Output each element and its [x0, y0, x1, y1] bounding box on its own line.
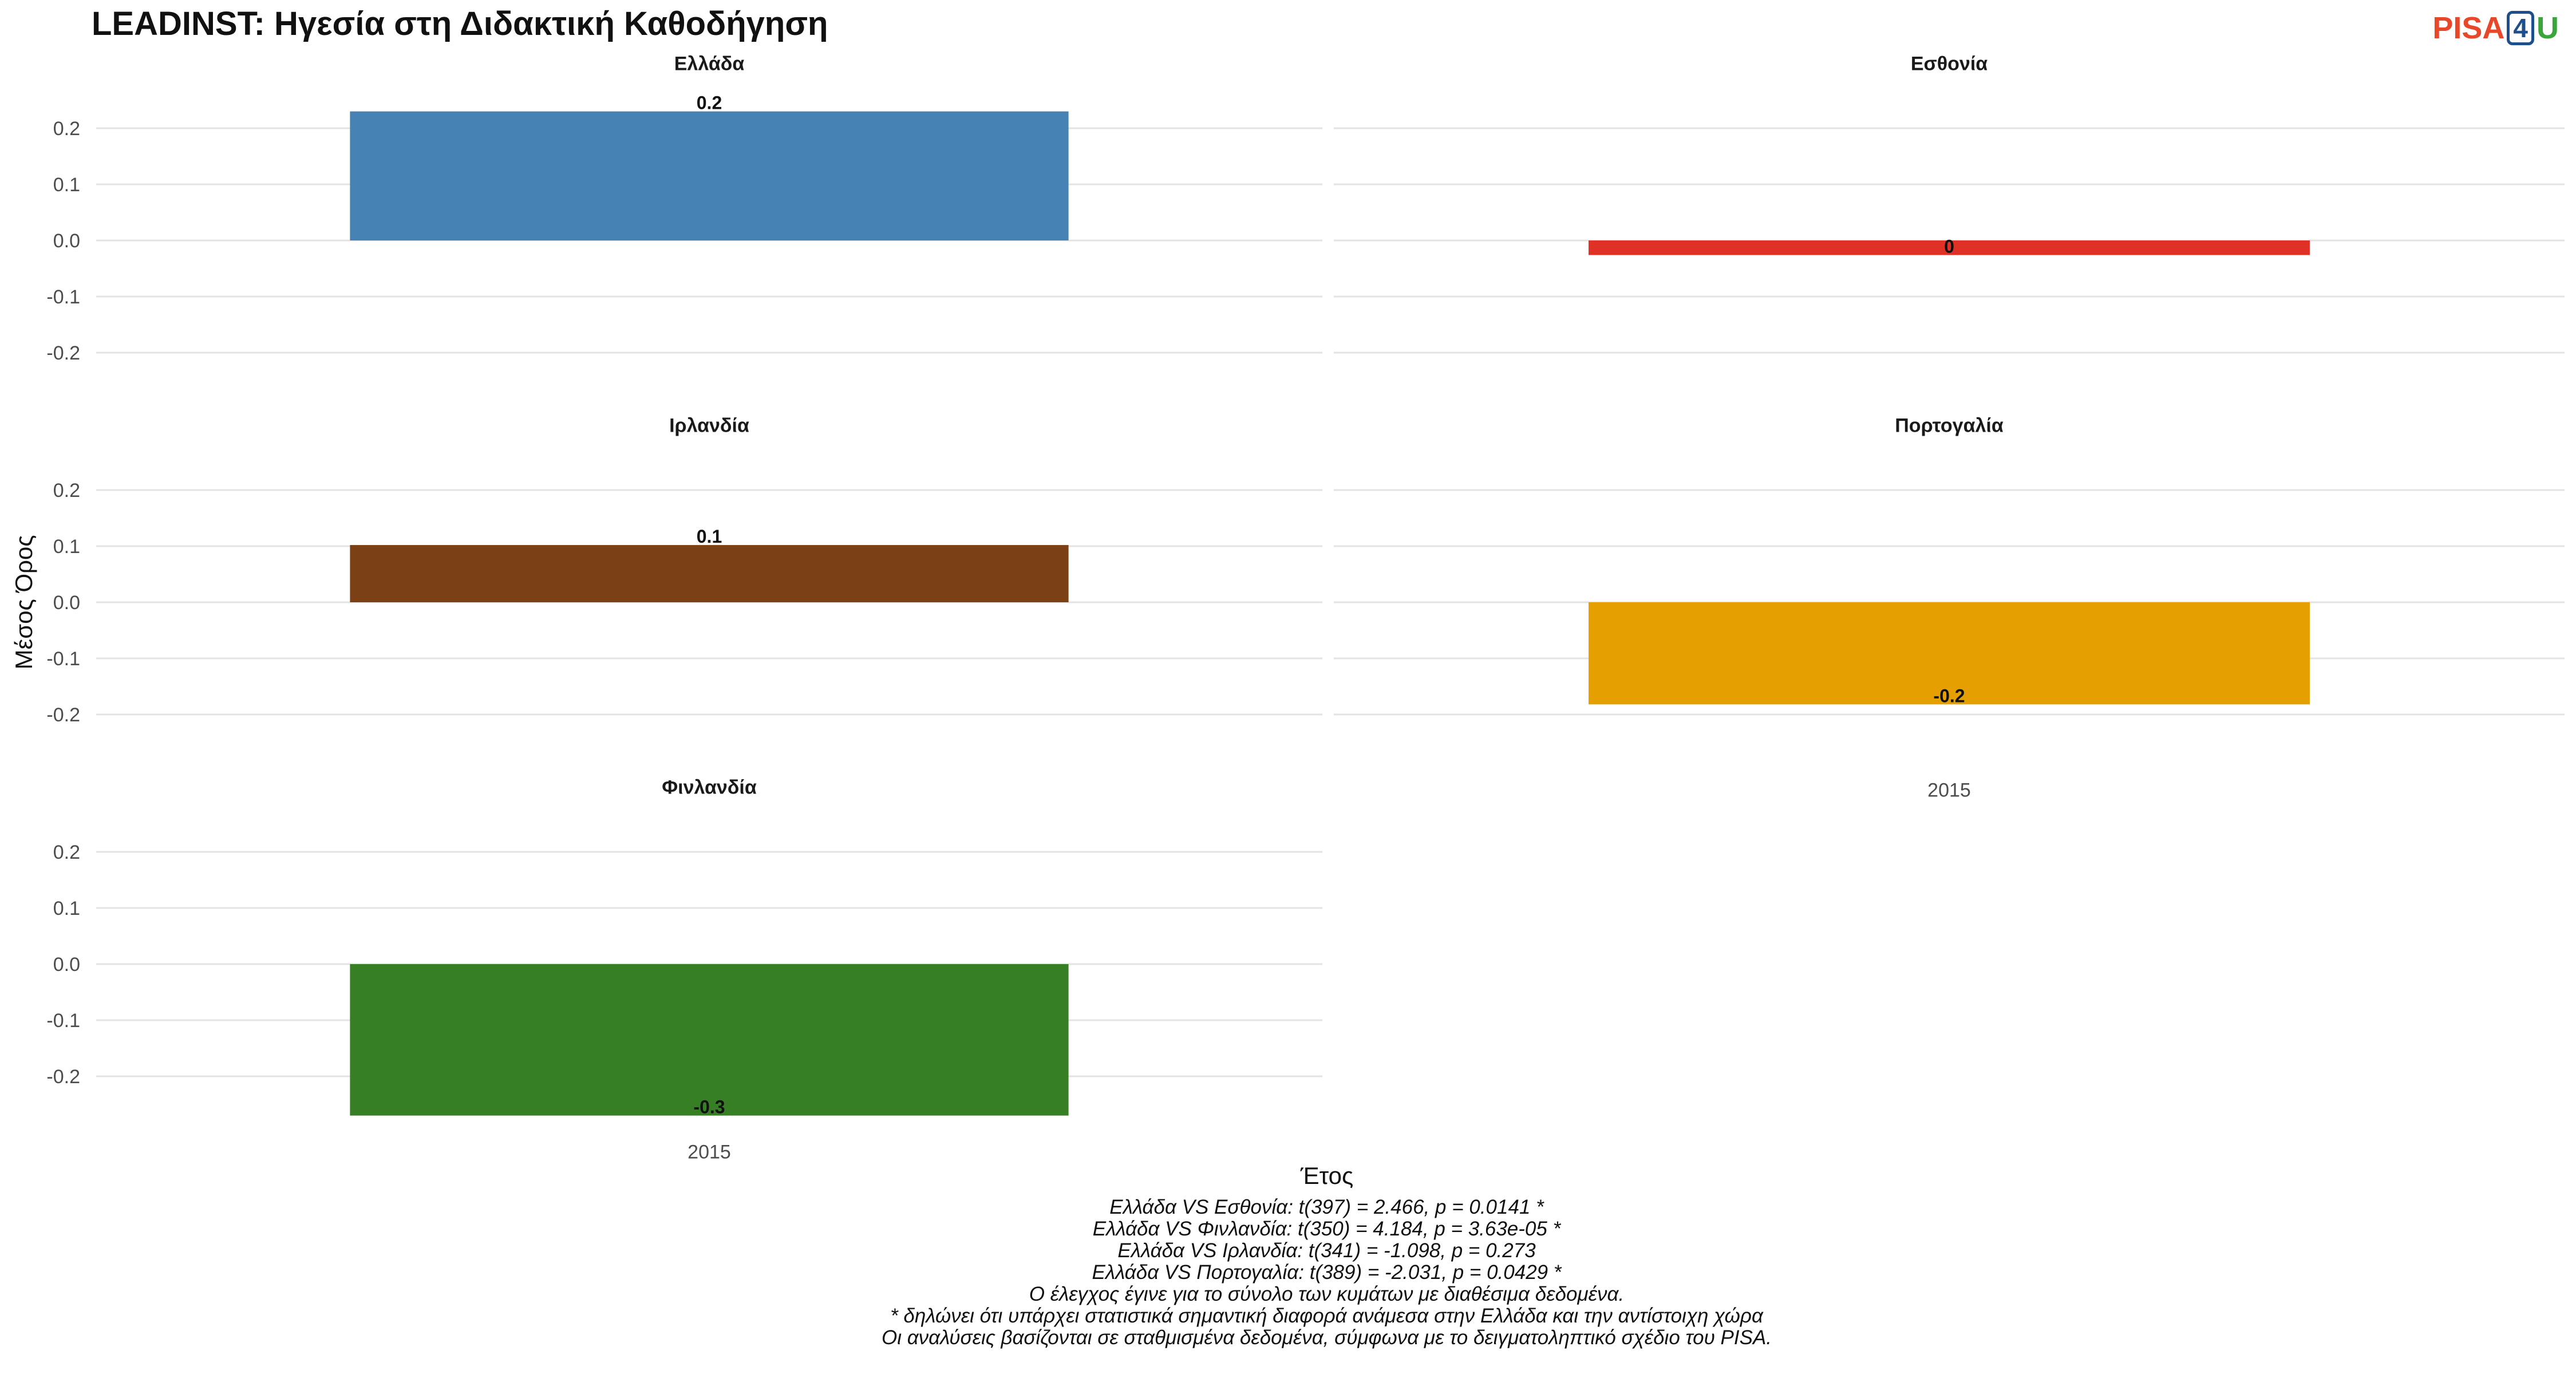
y-tick-label: -0.2 [46, 342, 80, 364]
facet-title: Φινλανδία [662, 777, 757, 799]
y-tick-label: 0.1 [53, 898, 80, 919]
caption-line: Ελλάδα VS Φινλανδία: t(350) = 4.184, p =… [1092, 1218, 1561, 1240]
data-label: 0.1 [697, 526, 722, 547]
y-tick-label: -0.2 [46, 1066, 80, 1088]
caption-line: * δηλώνει ότι υπάρχει στατιστικά σημαντι… [890, 1305, 1763, 1327]
y-tick-label: 0.2 [53, 480, 80, 502]
y-tick-label: -0.1 [46, 286, 80, 308]
caption-line: Οι αναλύσεις βασίζονται σε σταθμισμένα δ… [881, 1326, 1772, 1349]
chart-title: LEADINST: Ηγεσία στη Διδακτική Καθοδήγησ… [92, 5, 828, 42]
x-tick-label: 2015 [688, 1142, 731, 1163]
logo-pisa-text: PISA [2432, 11, 2505, 45]
bar [350, 545, 1069, 602]
data-label: 0 [1944, 236, 1954, 256]
caption-line: Ελλάδα VS Πορτογαλία: t(389) = -2.031, p… [1092, 1261, 1562, 1284]
y-tick-label: 0.1 [53, 174, 80, 196]
caption-line: Ο έλεγχος έγινε για το σύνολο των κυμάτω… [1029, 1283, 1625, 1305]
bar [1589, 602, 2310, 705]
data-label: -0.3 [693, 1097, 725, 1118]
y-tick-label: 0.1 [53, 536, 80, 558]
bar [1589, 240, 2310, 255]
x-axis-title: Έτος [1300, 1162, 1354, 1189]
y-tick-label: -0.1 [46, 1010, 80, 1032]
facet-title: Ελλάδα [674, 53, 745, 75]
pisa4u-logo: PISA 4 U [2432, 10, 2559, 46]
data-label: -0.2 [1933, 685, 1965, 706]
chart-caption: Ελλάδα VS Εσθονία: t(397) = 2.466, p = 0… [0, 1197, 2576, 1349]
logo-u-text: U [2537, 11, 2559, 45]
y-tick-label: 0.2 [53, 842, 80, 863]
facet-title: Εσθονία [1911, 53, 1988, 75]
bar [350, 964, 1069, 1116]
y-tick-label: 0.0 [53, 954, 80, 976]
data-label: 0.2 [697, 93, 722, 113]
caption-line: Ελλάδα VS Εσθονία: t(397) = 2.466, p = 0… [1109, 1196, 1544, 1218]
logo-four-text: 4 [2507, 11, 2534, 45]
y-tick-label: 0.0 [53, 592, 80, 614]
y-tick-label: 0.0 [53, 230, 80, 252]
y-axis-title: Μέσος Όρος [10, 535, 37, 670]
y-tick-label: 0.2 [53, 118, 80, 140]
facet-title: Ιρλανδία [669, 415, 749, 437]
bar [350, 111, 1069, 240]
x-tick-label: 2015 [1927, 780, 1971, 802]
caption-line: Ελλάδα VS Ιρλανδία: t(341) = -1.098, p =… [1117, 1239, 1536, 1262]
y-tick-label: -0.2 [46, 704, 80, 726]
y-tick-label: -0.1 [46, 648, 80, 670]
facet-title: Πορτογαλία [1895, 415, 2004, 437]
